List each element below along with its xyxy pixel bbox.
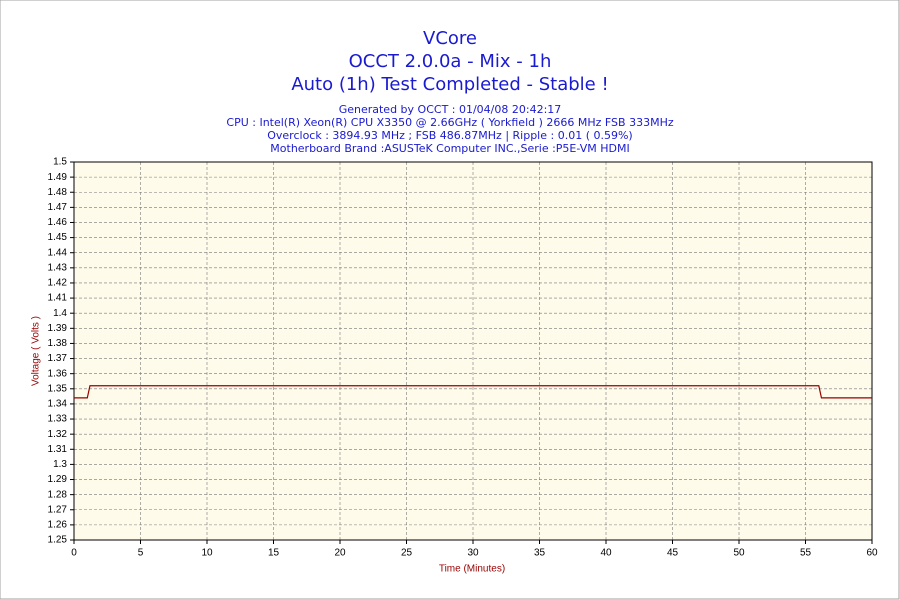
- x-tick-label: 30: [467, 548, 479, 559]
- y-tick-label: 1.38: [48, 338, 68, 349]
- x-tick-label: 25: [401, 548, 413, 559]
- x-tick-label: 15: [268, 548, 280, 559]
- y-tick-label: 1.48: [48, 187, 68, 198]
- y-tick-label: 1.37: [48, 353, 68, 364]
- x-tick-label: 10: [201, 548, 213, 559]
- y-tick-label: 1.46: [48, 217, 68, 228]
- data-line: [74, 385, 872, 399]
- y-tick-label: 1.39: [48, 323, 68, 334]
- y-tick-label: 1.25: [48, 535, 68, 546]
- y-tick-label: 1.42: [48, 278, 68, 289]
- y-tick-label: 1.4: [53, 308, 67, 319]
- x-tick-label: 35: [534, 548, 546, 559]
- y-tick-label: 1.44: [48, 247, 68, 258]
- y-tick-label: 1.29: [48, 474, 68, 485]
- chart-subtitle: OCCT 2.0.0a - Mix - 1h: [349, 51, 552, 72]
- x-tick-label: 55: [800, 548, 812, 559]
- y-tick-label: 1.33: [48, 414, 68, 425]
- chart-status: Auto (1h) Test Completed - Stable !: [291, 74, 608, 95]
- y-tick-label: 1.32: [48, 429, 68, 440]
- x-tick-label: 40: [600, 548, 612, 559]
- y-tick-label: 1.27: [48, 504, 68, 515]
- y-tick-label: 1.45: [48, 232, 68, 243]
- x-tick-label: 45: [667, 548, 679, 559]
- chart-title: VCore: [423, 28, 477, 49]
- x-tick-label: 50: [733, 548, 745, 559]
- y-tick-label: 1.34: [48, 399, 68, 410]
- y-tick-label: 1.5: [53, 157, 67, 168]
- x-tick-label: 5: [138, 548, 144, 559]
- y-tick-label: 1.41: [48, 293, 68, 304]
- y-tick-label: 1.28: [48, 489, 68, 500]
- y-axis-label: Voltage ( Volts ): [31, 316, 42, 386]
- info-line: Overclock : 3894.93 MHz ; FSB 486.87MHz …: [267, 129, 632, 142]
- y-tick-label: 1.49: [48, 172, 68, 183]
- x-tick-label: 20: [334, 548, 346, 559]
- x-axis-label: Time (Minutes): [439, 564, 505, 575]
- info-line: CPU : Intel(R) Xeon(R) CPU X3350 @ 2.66G…: [226, 116, 673, 129]
- y-tick-label: 1.43: [48, 262, 68, 273]
- y-tick-label: 1.35: [48, 383, 68, 394]
- y-tick-label: 1.36: [48, 368, 68, 379]
- y-tick-label: 1.26: [48, 520, 68, 531]
- info-line: Motherboard Brand :ASUSTeK Computer INC.…: [270, 142, 629, 155]
- y-tick-label: 1.47: [48, 202, 68, 213]
- x-tick-label: 0: [71, 548, 77, 559]
- x-tick-label: 60: [866, 548, 878, 559]
- y-tick-label: 1.31: [48, 444, 68, 455]
- plot-border: [73, 161, 873, 541]
- y-tick-label: 1.3: [53, 459, 67, 470]
- info-line: Generated by OCCT : 01/04/08 20:42:17: [339, 103, 562, 116]
